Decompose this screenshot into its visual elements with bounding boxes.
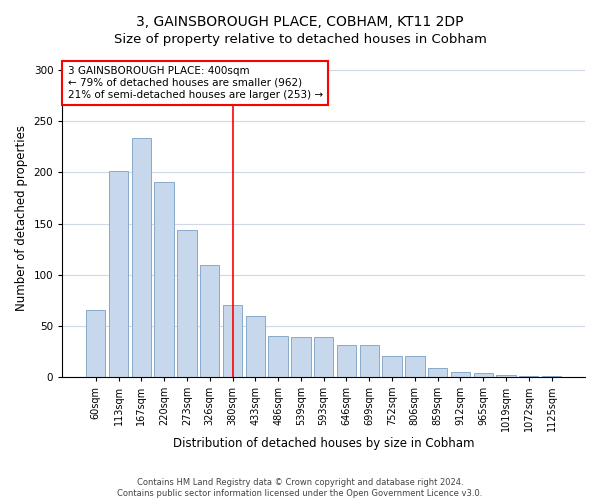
Bar bbox=[245, 316, 265, 377]
Bar bbox=[154, 182, 174, 377]
Bar bbox=[337, 345, 356, 377]
Bar bbox=[428, 368, 447, 377]
Bar bbox=[291, 337, 311, 377]
Bar bbox=[451, 372, 470, 377]
X-axis label: Distribution of detached houses by size in Cobham: Distribution of detached houses by size … bbox=[173, 437, 475, 450]
Bar bbox=[131, 138, 151, 377]
Text: Size of property relative to detached houses in Cobham: Size of property relative to detached ho… bbox=[113, 32, 487, 46]
Bar bbox=[405, 356, 425, 377]
Y-axis label: Number of detached properties: Number of detached properties bbox=[15, 126, 28, 312]
Bar bbox=[519, 376, 538, 377]
Bar bbox=[200, 266, 220, 377]
Bar bbox=[223, 306, 242, 377]
Bar bbox=[473, 373, 493, 377]
Bar bbox=[542, 376, 561, 377]
Bar bbox=[109, 172, 128, 377]
Text: 3 GAINSBOROUGH PLACE: 400sqm
← 79% of detached houses are smaller (962)
21% of s: 3 GAINSBOROUGH PLACE: 400sqm ← 79% of de… bbox=[68, 66, 323, 100]
Bar bbox=[359, 345, 379, 377]
Bar bbox=[314, 337, 334, 377]
Bar bbox=[177, 230, 197, 377]
Bar bbox=[496, 375, 515, 377]
Bar bbox=[382, 356, 402, 377]
Bar bbox=[86, 310, 106, 377]
Text: Contains HM Land Registry data © Crown copyright and database right 2024.
Contai: Contains HM Land Registry data © Crown c… bbox=[118, 478, 482, 498]
Text: 3, GAINSBOROUGH PLACE, COBHAM, KT11 2DP: 3, GAINSBOROUGH PLACE, COBHAM, KT11 2DP bbox=[136, 15, 464, 29]
Bar bbox=[268, 336, 288, 377]
